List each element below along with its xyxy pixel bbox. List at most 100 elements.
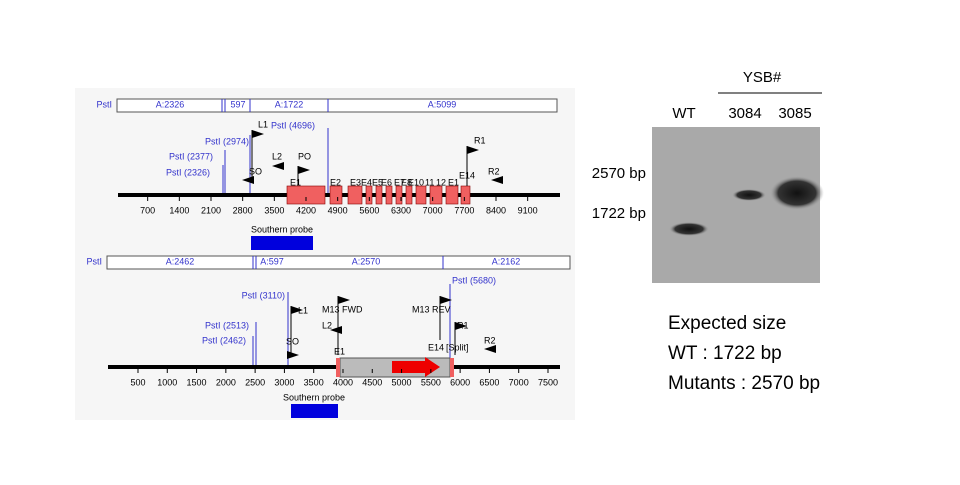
tick-label: 6500 [479, 377, 499, 387]
fragment: A:2462 [166, 256, 195, 266]
band [732, 189, 766, 201]
fragment-bar [116, 98, 558, 113]
fragment: A:5099 [428, 99, 457, 109]
tick-label: 500 [130, 377, 145, 387]
map-top: PstI A:2326 597 A:1722 A:5099 PstI (2974… [96, 98, 560, 250]
exon-label: E6 [381, 177, 392, 187]
tick-label: 5500 [421, 377, 441, 387]
tick-label: 6000 [450, 377, 470, 387]
probe-label: Southern probe [251, 224, 313, 234]
tick-label: 4200 [296, 205, 316, 215]
primer-label: L2 [272, 151, 282, 161]
lane-label: 3085 [778, 105, 811, 122]
exon-label: E5 [372, 177, 383, 187]
tick-label: 9100 [518, 205, 538, 215]
fragment: 597 [230, 99, 245, 109]
exon-label: E10 [408, 177, 424, 187]
probe [291, 404, 338, 418]
fragment: A:2162 [492, 256, 521, 266]
site-label: PstI (5680) [452, 275, 496, 285]
fragment: A:597 [260, 256, 284, 266]
site-label: PstI (2513) [205, 320, 249, 330]
exon-label: E1 [334, 346, 345, 356]
marker-label: 1722 bp [592, 205, 646, 222]
tick-label: 1400 [169, 205, 189, 215]
lane-label: WT [672, 105, 695, 122]
primer-label: R2 [488, 166, 500, 176]
site-label: PstI (2462) [202, 335, 246, 345]
tick-label: 4000 [333, 377, 353, 387]
tick-label: 8400 [486, 205, 506, 215]
primer-label: R2 [484, 335, 496, 345]
fragment-bar [106, 255, 571, 270]
tick-label: 700 [140, 205, 155, 215]
tick-label: 2500 [245, 377, 265, 387]
primer-label: M13 FWD [322, 304, 363, 314]
exon-label: E14 [428, 342, 444, 352]
tick-label: 7000 [423, 205, 443, 215]
primer-flags [287, 296, 496, 359]
exon-label: E3 [350, 177, 361, 187]
map-bottom: PstI A:2462 A:597 A:2570 A:2162 PstI (31… [86, 255, 571, 418]
split-label: [Split] [446, 342, 469, 352]
site-label: PstI (2377) [169, 151, 213, 161]
tick-label: 2100 [201, 205, 221, 215]
tick-label: 5000 [392, 377, 412, 387]
fragment-dividers [221, 99, 329, 195]
band [669, 222, 709, 236]
fragment-label: PstI [96, 99, 112, 109]
fragment: A:2326 [156, 99, 185, 109]
exon [450, 358, 454, 377]
tick-label: 3500 [304, 377, 324, 387]
primer-label: M13 REV [412, 304, 451, 314]
tick-label: 1000 [157, 377, 177, 387]
exon-label: E1 [290, 177, 301, 187]
tick-label: 1500 [187, 377, 207, 387]
tick-label: 7700 [454, 205, 474, 215]
axis: 500 1000 1500 2000 2500 3000 3500 4000 4500 5000 5… [130, 369, 558, 387]
axis: 700 1400 2100 2800 3500 4200 4900 5600 6300 7000 7… [140, 197, 538, 215]
tick-label: 4900 [328, 205, 348, 215]
primer-label: L1 [298, 305, 308, 315]
primer-label: R1 [474, 135, 486, 145]
caption-line: WT : 1722 bp [668, 343, 782, 364]
tick-label: 7000 [509, 377, 529, 387]
caption-line: Expected size [668, 313, 786, 334]
caption-line: Mutants : 2570 bp [668, 373, 820, 394]
primer-label: PO [298, 151, 311, 161]
site-label: PstI (3110) [242, 290, 285, 300]
exon-label: E8 [401, 177, 412, 187]
exon-label: E2 [330, 177, 341, 187]
marker-label: 2570 bp [592, 165, 646, 182]
exon-label: 11 [425, 177, 434, 187]
primer-flags [242, 130, 503, 186]
exon-label: 12 [436, 177, 446, 187]
site-label: PstI (4696) [271, 120, 315, 130]
blot-panel: YSB# WT 3084 3085 2570 bp 1722 bp [592, 69, 824, 283]
tick-label: 7500 [538, 377, 558, 387]
site-label: PstI (2326) [166, 167, 210, 177]
primer-label: L1 [258, 119, 268, 129]
primer-label: SO [286, 336, 299, 346]
tick-label: 4500 [362, 377, 382, 387]
exon-label: E7 [394, 177, 405, 187]
exon-label: E4 [361, 177, 372, 187]
exon-label: E1 [448, 177, 459, 187]
primer-label: SO [249, 166, 262, 176]
tick-label: 2800 [233, 205, 253, 215]
tick-label: 5600 [359, 205, 379, 215]
probe [251, 236, 313, 250]
probe-label: Southern probe [283, 392, 345, 402]
insert-arrow [392, 357, 440, 377]
primer-label: R1 [457, 320, 469, 330]
fragment: A:2570 [352, 256, 381, 266]
group-label: YSB# [743, 69, 782, 86]
primer-label: L2 [322, 320, 332, 330]
band [770, 176, 824, 210]
lane-label: 3084 [728, 105, 761, 122]
tick-label: 2000 [216, 377, 236, 387]
exon [336, 358, 340, 377]
fragment: A:1722 [275, 99, 304, 109]
tick-label: 3000 [274, 377, 294, 387]
